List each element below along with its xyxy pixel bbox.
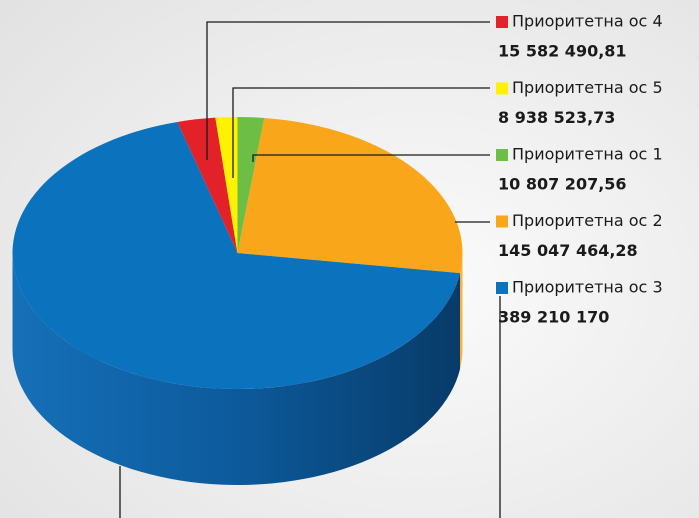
leader-line	[252, 154, 490, 162]
legend-swatch	[496, 282, 508, 294]
legend-swatch	[496, 82, 508, 95]
legend-swatch	[496, 215, 508, 228]
value-label: 145 047 464,28	[498, 241, 638, 260]
legend-label: Приоритетна ос 1	[512, 145, 663, 164]
slice	[237, 117, 463, 274]
slice-side	[12, 253, 461, 485]
pie	[12, 117, 463, 485]
slice	[177, 117, 238, 253]
value-label: 389 210 170	[498, 308, 609, 327]
legend-swatch	[496, 149, 508, 161]
legend-label: Приоритетна ос 4	[512, 12, 663, 31]
legend-swatch	[496, 16, 508, 28]
leader-line	[232, 87, 490, 178]
legend-label: Приоритетна ос 2	[512, 211, 663, 230]
slice	[12, 121, 461, 389]
leader-lines	[119, 21, 501, 518]
legend-label: Приоритетна ос 5	[512, 78, 663, 97]
legend-label: Приоритетна ос 3	[512, 278, 663, 297]
value-label: 10 807 207,56	[498, 175, 627, 194]
slice	[237, 117, 265, 253]
slice-side	[460, 253, 463, 370]
value-label: 15 582 490,81	[498, 42, 627, 61]
leader-line	[206, 21, 490, 160]
value-label: 8 938 523,73	[498, 108, 615, 127]
legend: Приоритетна ос 1 10 807 207,56 Приоритетна…	[496, 12, 663, 327]
slice	[215, 117, 238, 253]
